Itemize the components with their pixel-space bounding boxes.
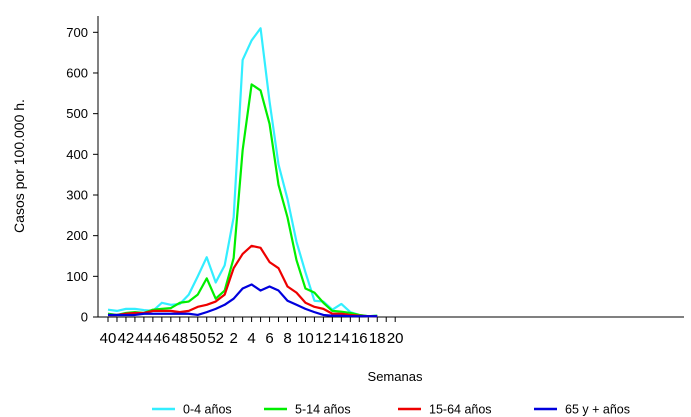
x-tick-label: 16 — [351, 330, 368, 347]
y-tick-label: 300 — [66, 187, 88, 202]
x-tick-label: 14 — [333, 330, 350, 347]
x-tick-label: 48 — [171, 330, 188, 347]
y-tick-label: 0 — [81, 310, 88, 325]
legend-label-0: 0-4 años — [183, 403, 232, 417]
series-line-1 — [107, 83, 378, 318]
series-line-0 — [107, 27, 378, 318]
x-tick-label: 42 — [118, 330, 135, 347]
y-tick-label: 500 — [66, 106, 88, 121]
x-tick-label: 40 — [100, 330, 117, 347]
series-lines — [107, 27, 378, 318]
legend-label-3: 65 y + años — [565, 403, 630, 417]
x-tick-label: 20 — [387, 330, 404, 347]
x-tick-label: 12 — [315, 330, 332, 347]
y-tick-label: 400 — [66, 147, 88, 162]
x-tick-label: 18 — [369, 330, 386, 347]
x-tick-label: 6 — [265, 330, 273, 347]
legend: 0-4 años 5-14 años 15-64 años 65 y + años — [152, 403, 630, 417]
x-tick-label: 44 — [136, 330, 153, 347]
legend-label-1: 5-14 años — [295, 403, 351, 417]
x-tick-label: 4 — [247, 330, 255, 347]
x-tick-label: 8 — [283, 330, 291, 347]
legend-label-2: 15-64 años — [429, 403, 492, 417]
y-axis-title: Casos por 100.000 h. — [11, 99, 27, 233]
x-tick-label: 10 — [297, 330, 314, 347]
x-axis-title: Semanas — [368, 369, 423, 384]
y-tick-label: 200 — [66, 228, 88, 243]
y-ticks: 0 100 200 300 400 500 600 700 — [66, 25, 98, 325]
y-tick-label: 100 — [66, 269, 88, 284]
y-tick-label: 700 — [66, 25, 88, 40]
x-tick-label: 52 — [207, 330, 224, 347]
y-tick-label: 600 — [66, 65, 88, 80]
x-ticks: 40 42 44 46 48 50 52 2 4 6 8 10 12 14 16 18 20 — [100, 317, 404, 347]
x-tick-label: 50 — [189, 330, 206, 347]
x-tick-label: 2 — [229, 330, 237, 347]
x-tick-label: 46 — [154, 330, 171, 347]
series-line-3 — [108, 283, 378, 318]
series-line-2 — [108, 244, 378, 318]
